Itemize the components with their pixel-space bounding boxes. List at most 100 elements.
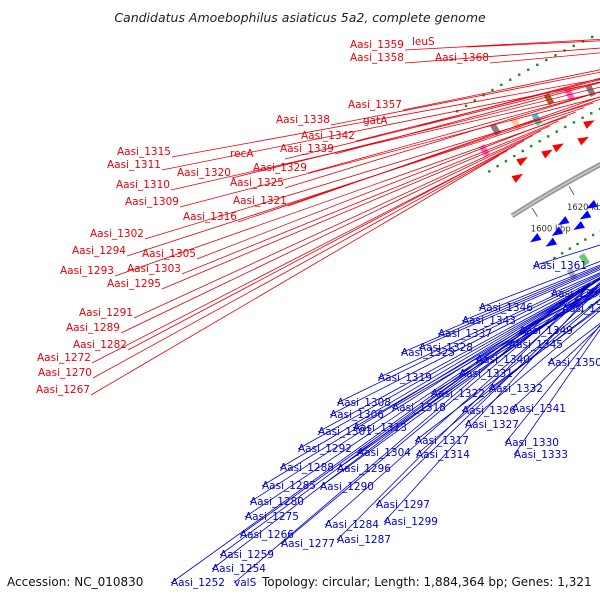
track-dot [545,261,549,264]
forward-gene-arrow [552,143,564,153]
reverse-gene-arrow [530,233,542,243]
forward-gene-label: Aasi_1316 [183,211,237,223]
track-dot [518,73,521,76]
reverse-leader-line [336,275,600,404]
reverse-gene-label: Aasi_1299 [384,516,438,528]
reverse-gene-label: Aasi_1306 [330,409,384,421]
forward-leader-line [402,69,600,111]
forward-leader-line [126,107,585,257]
forward-track-block [531,113,543,126]
track-dot [591,233,595,237]
track-dot [554,54,557,57]
reverse-leader-line [375,288,600,506]
reverse-gene-label: Aasi_1345 [509,339,563,351]
forward-gene-label: Aasi_1270 [38,367,92,379]
kbp-tick-label: 1620 kbp [567,203,600,213]
reverse-gene-label: Aasi_1332 [489,383,543,395]
reverse-gene-label: Aasi_1254 [212,563,266,575]
reverse-leader-line [475,290,600,361]
track-dot [545,58,548,62]
reverse-gene-arrow [586,199,598,209]
forward-gene-label: Aasi_1291 [79,307,133,319]
forward-gene-label: Aasi_1339 [280,143,334,155]
forward-leader-line [171,78,600,158]
reverse-track-block [579,253,590,266]
reverse-leader-line [211,285,586,570]
track-dot [527,68,530,71]
reverse-gene-arrow [573,220,585,230]
reverse-leader-line [478,260,600,309]
forward-gene-arrow [541,149,553,159]
forward-gene-label: Aasi_1325 [230,177,284,189]
forward-gene-label: Aasi_1272 [37,352,91,364]
track-dot [509,78,512,81]
track-dot [568,247,572,250]
forward-gene-arrow [577,136,589,146]
reverse-gene-label: Aasi_1318 [392,402,446,414]
reverse-leader-line [329,277,600,416]
reverse-leader-line [319,284,600,488]
forward-gene-label: Aasi_1289 [66,322,120,334]
reverse-gene-label: Aasi_1313 [353,422,407,434]
track-dot [521,149,524,153]
track-dot [590,112,593,115]
forward-leader-line [404,38,600,51]
reverse-gene-label: Aasi_1331 [459,368,513,380]
track-dot [496,164,499,168]
reverse-leader-line [461,306,600,412]
forward-gene-label: Aasi_1302 [90,228,144,240]
track-dot [591,35,594,39]
forward-gene-label: Aasi_1310 [116,179,170,191]
reverse-gene-label: valS [234,577,257,589]
forward-leader-line [404,47,600,64]
reverse-gene-label: Aasi_1259 [220,549,274,561]
reverse-gene-arrow [551,226,564,236]
reverse-gene-label: Aasi_1319 [378,372,432,384]
forward-leader-line [161,81,600,171]
reverse-gene-label: Aasi_1304 [357,447,411,459]
track-dot [564,125,567,129]
reverse-gene-label: Aasi_1341 [512,403,566,415]
forward-gene-label: Aasi_1321 [233,195,287,207]
forward-leader-line [91,145,516,364]
forward-gene-label: Aasi_1293 [60,265,114,277]
track-dot [546,135,550,138]
reverse-leader-line [383,283,600,523]
map-title: Candidatus Amoebophilus asiaticus 5a2, c… [114,10,486,25]
reverse-leader-line [461,264,600,322]
reverse-gene-label: Aasi_1323 [401,347,455,359]
reverse-gene-label: Aasi_1361 [533,260,587,272]
forward-gene-arrow [583,120,595,129]
reverse-gene-label: Aasi_1287 [337,534,391,546]
reverse-leader-line [219,282,591,556]
reverse-gene-arrow [579,210,592,220]
reverse-leader-line [550,272,600,295]
forward-leader-line [330,71,600,126]
reverse-leader-line [437,266,600,335]
track-dot [513,154,516,158]
forward-gene-label: Aasi_1358 [350,52,404,64]
reverse-gene-label: Aasi_1356 [562,303,600,315]
forward-leader-line [489,52,600,64]
backbone-highlight [511,164,600,217]
genome-summary-text: Topology: circular; Length: 1,884,364 bp… [262,575,592,589]
reverse-gene-label: Aasi_1343 [462,315,516,327]
track-dot [581,310,584,313]
reverse-leader-line [458,291,600,375]
forward-leader-line [181,120,559,275]
reverse-leader-line [280,276,600,545]
kbp-tick-label: 1600 kbp [531,225,571,235]
reverse-gene-label: Aasi_1297 [376,499,430,511]
backbone-layer [510,162,600,218]
forward-gene-label: Aasi_1357 [348,99,402,111]
track-dot [581,116,584,119]
forward-gene-label: recA [230,148,254,160]
reverse-gene-label: Aasi_1326 [462,405,516,417]
reverse-leader-line [532,244,600,267]
forward-gene-label: gatA [363,115,388,127]
accession-text: Accession: NC_010830 [7,575,144,589]
reverse-leader-line [317,278,600,433]
reverse-gene-label: Aasi_1346 [479,302,533,314]
track-dot [529,144,533,148]
